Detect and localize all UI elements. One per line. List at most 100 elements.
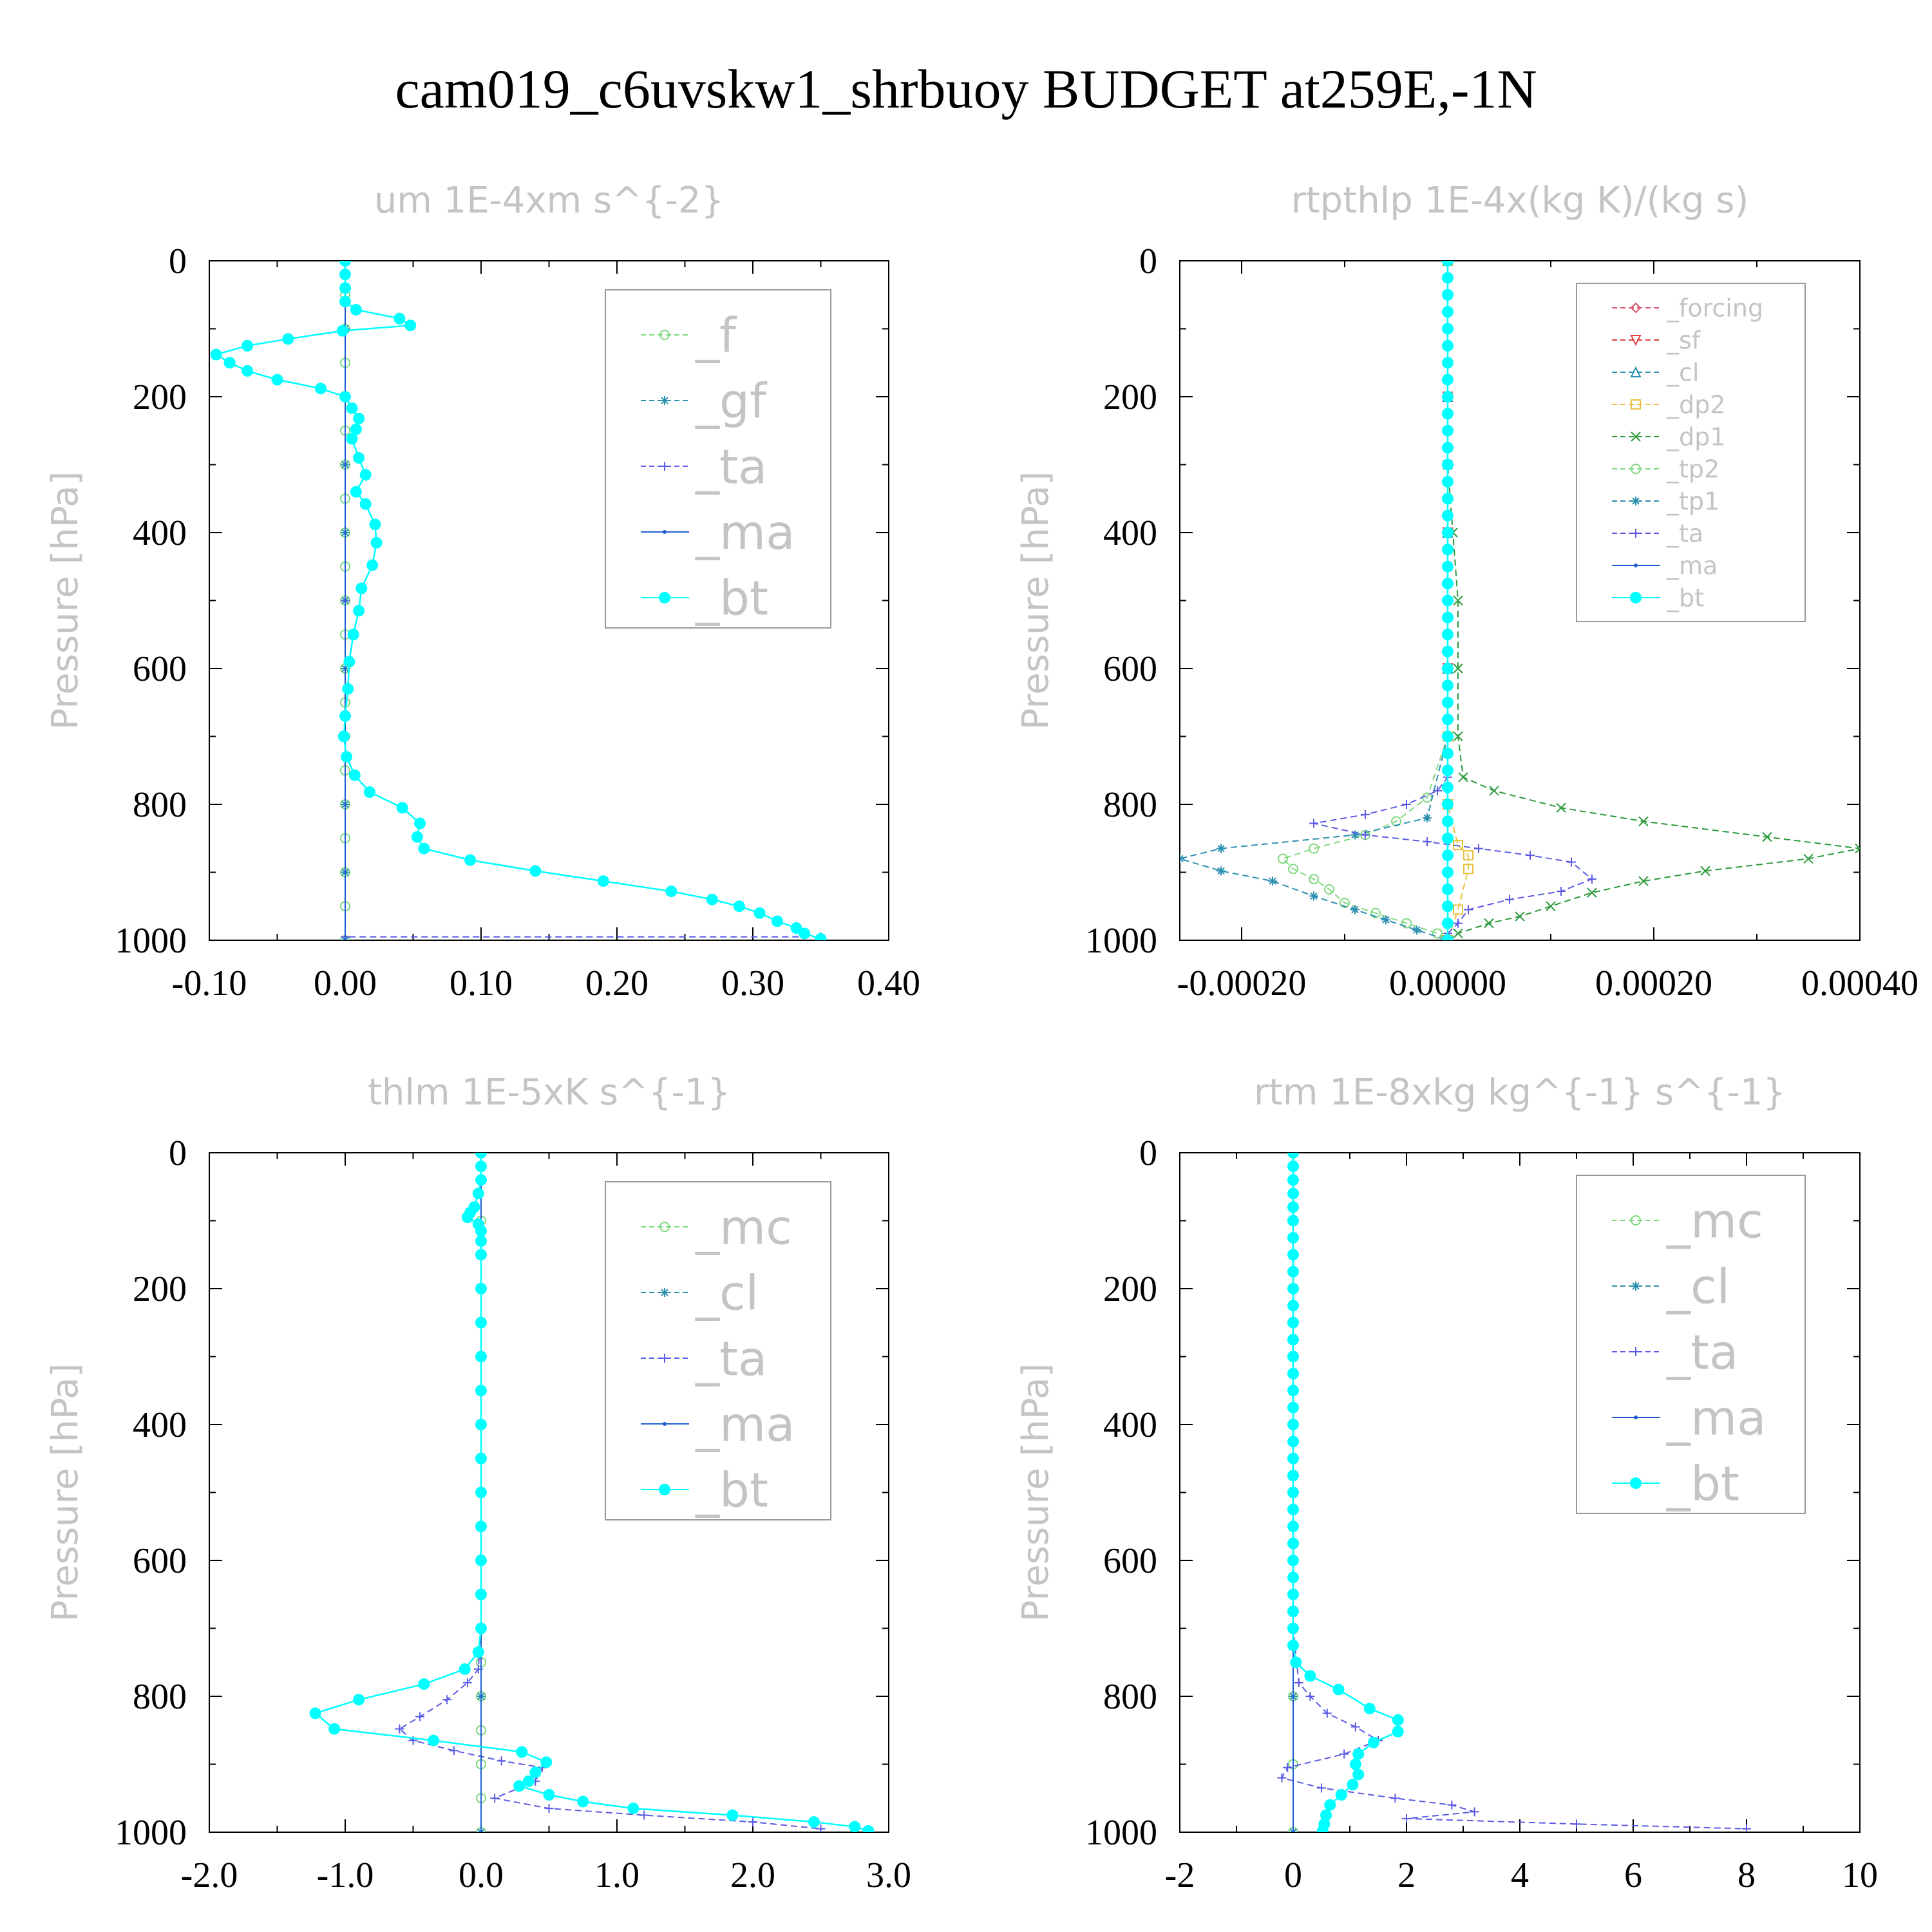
y-tick-label: 400 (133, 513, 187, 553)
legend-label: _bt (1666, 1457, 1739, 1512)
series-line-tp2 (1282, 261, 1448, 940)
data-point-bt (1287, 1419, 1299, 1430)
legend-label: _cl (1666, 1260, 1730, 1315)
series-group (309, 1153, 875, 1832)
panel-title: thlm 1E-5xK s^{-1} (368, 1072, 730, 1113)
panel-3: thlm 1E-5xK s^{-1} Pressure [hPa] 0 200 400 6… (44, 1072, 911, 1895)
data-point-ta (1433, 786, 1442, 795)
data-point-bt (529, 865, 542, 877)
data-point-bt (475, 1235, 487, 1247)
legend-marker (1630, 366, 1642, 377)
data-point-bt (1442, 900, 1454, 913)
data-point-bt (339, 391, 351, 402)
data-point-bt (1287, 1215, 1299, 1227)
data-point-bt (475, 1486, 487, 1499)
data-point-bt (1442, 323, 1454, 335)
data-point-bt (513, 1780, 526, 1792)
panel-title: rtm 1E-8xkg kg^{-1} s^{-1} (1254, 1072, 1786, 1113)
data-point-ta (415, 1712, 425, 1721)
data-point-bt (396, 802, 408, 814)
data-point-bt (733, 900, 745, 913)
data-point-ta (1470, 1807, 1479, 1817)
legend-label: _mc (1666, 1194, 1763, 1249)
x-tick-label: 0.00 (314, 963, 377, 1003)
legend-marker (659, 1222, 670, 1232)
data-point-bt (1392, 1714, 1404, 1726)
data-point-bt (1287, 1401, 1299, 1414)
data-point-bt (1442, 391, 1454, 402)
x-tick-label: -1.0 (317, 1855, 374, 1895)
data-point-bt (1349, 1758, 1361, 1770)
x-tick-label: 2.0 (730, 1855, 775, 1895)
legend-label: _bt (695, 571, 768, 627)
data-point-bt (369, 518, 381, 531)
legend-marker (660, 396, 669, 405)
data-point-bt (1442, 339, 1454, 352)
data-point-bt (1442, 272, 1454, 284)
data-point-ma (1291, 1830, 1295, 1832)
data-point-ta (1305, 1692, 1315, 1701)
panel-4: rtm 1E-8xkg kg^{-1} s^{-1} Pressure [hPa]… (1015, 1072, 1878, 1895)
y-tick-label: 600 (133, 1541, 187, 1581)
data-point-tp2 (1432, 928, 1443, 939)
data-point-bt (393, 312, 406, 325)
x-tick-label: -2 (1165, 1855, 1195, 1895)
data-point-bt (339, 282, 351, 294)
data-point-bt (1363, 1702, 1376, 1714)
data-point-dp2 (1453, 840, 1463, 851)
data-point-bt (282, 333, 294, 345)
data-point-bt (459, 1663, 471, 1675)
legend-label: _bt (1666, 584, 1704, 612)
data-point-tp1 (1309, 891, 1318, 901)
data-point-bt (1287, 1537, 1299, 1549)
x-tick-label: 0.30 (721, 963, 784, 1003)
data-point-bt (726, 1809, 739, 1821)
data-point-bt (1352, 1748, 1365, 1760)
data-point-bt (1442, 645, 1454, 658)
legend-marker (1631, 431, 1641, 442)
data-point-bt (1442, 424, 1454, 437)
series-group (1277, 1153, 1751, 1832)
y-tick-label: 200 (1103, 1269, 1157, 1309)
data-point-bt (516, 1746, 528, 1758)
data-point-bt (543, 1788, 555, 1801)
data-point-bt (1335, 1788, 1347, 1801)
data-point-bt (849, 1821, 861, 1832)
x-tick-label: 0.00020 (1595, 963, 1712, 1003)
data-point-dp1 (1453, 928, 1463, 939)
data-point-tp2 (1309, 874, 1319, 885)
data-point-bt (1287, 1555, 1299, 1566)
data-point-tp1 (1350, 830, 1359, 840)
legend-box (1576, 1175, 1806, 1514)
data-point-ta (1567, 857, 1576, 867)
legend-marker (1634, 564, 1638, 567)
legend-marker (660, 1288, 669, 1297)
data-point-bt (665, 886, 677, 898)
data-point-bt (1287, 1367, 1299, 1379)
y-tick-label: 600 (133, 649, 187, 689)
data-point-bt (464, 854, 477, 866)
data-point-bt (1287, 1350, 1299, 1363)
data-point-dp2 (1463, 864, 1473, 875)
data-point-bt (1442, 509, 1454, 522)
data-point-bt (1287, 1435, 1299, 1448)
data-point-bt (1347, 1779, 1359, 1791)
data-point-dp2 (1463, 850, 1473, 861)
data-point-ma (343, 938, 347, 940)
data-point-bt (475, 1588, 487, 1600)
data-point-bt (1442, 527, 1454, 538)
data-point-bt (366, 559, 379, 571)
data-point-bt (353, 1694, 365, 1706)
x-tick-label: -0.10 (172, 963, 247, 1003)
data-point-ta (497, 1756, 506, 1766)
data-point-tp2 (1288, 864, 1298, 875)
y-tick-label: 1000 (1085, 1813, 1157, 1853)
data-point-ta (1474, 844, 1483, 853)
data-point-ta (1277, 1773, 1287, 1783)
data-point-dp1 (1484, 918, 1494, 929)
data-point-dp1 (1458, 772, 1468, 782)
panel-1: um 1E-4xm s^{-2} Pressure [hPa] 0 200 400 600… (44, 180, 920, 1003)
data-point-bt (337, 730, 350, 743)
data-point-bt (472, 1188, 484, 1200)
data-point-bt (341, 751, 353, 763)
